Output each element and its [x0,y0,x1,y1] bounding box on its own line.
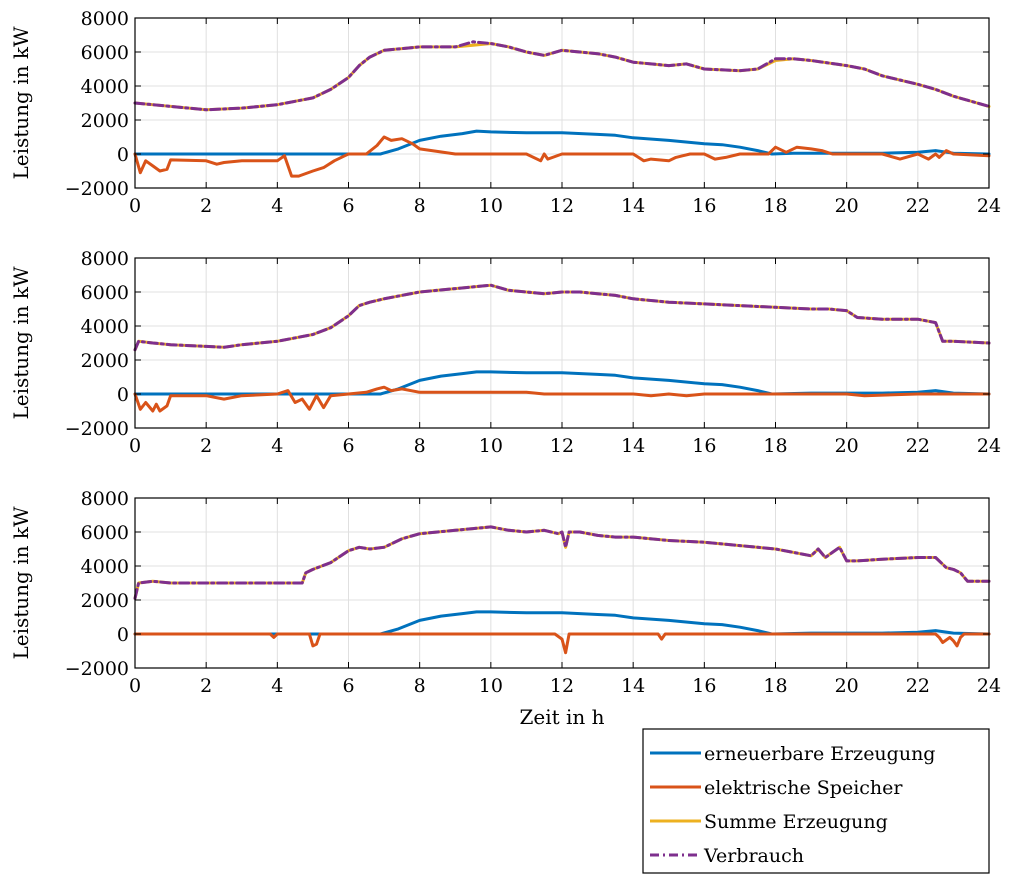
y-tick-label: 6000 [81,522,129,544]
x-tick-label: 0 [129,435,141,457]
x-tick-label: 22 [906,195,930,217]
x-tick-label: 18 [763,435,787,457]
legend-item: elektrische Speicher [650,777,903,799]
x-tick-label: 14 [621,675,645,697]
x-tick-label: 16 [692,675,716,697]
x-tick-label: 24 [977,195,1001,217]
y-tick-label: −2000 [65,418,129,440]
legend: erneuerbare Erzeugung elektrische Speiche… [642,728,990,874]
x-axis-label: Zeit in h [519,705,604,729]
x-tick-label: 10 [479,195,503,217]
x-tick-label: 24 [977,675,1001,697]
x-tick-label: 18 [763,195,787,217]
y-axis-label: Leistung in kW [9,266,33,419]
x-tick-label: 12 [550,675,574,697]
y-tick-label: −2000 [65,178,129,200]
y-tick-label: −2000 [65,658,129,680]
x-tick-label: 0 [129,675,141,697]
series-line-elektrische-speicher [133,135,991,178]
y-tick-label: 2000 [81,350,129,372]
x-tick-label: 10 [479,675,503,697]
legend-item: erneuerbare Erzeugung [650,743,935,765]
y-tick-label: 8000 [81,488,129,510]
x-tick-label: 14 [621,195,645,217]
grid [134,17,990,189]
chart-panel-1: 0 2 4 6 8 10 12 14 16 18 20 22 24−200002000400060008… [9,8,1001,217]
series-line-verbrauch [133,283,991,352]
y-tick-label: 4000 [81,556,129,578]
x-tick-label: 20 [835,195,859,217]
series-line-elektrische-speicher [133,385,991,413]
series-line-verbrauch [133,40,991,112]
series-line-erneuerbare-erzeugung [133,370,991,396]
y-tick-label: 2000 [81,110,129,132]
x-tick-label: 6 [342,675,354,697]
x-tick-label: 10 [479,435,503,457]
y-tick-label: 2000 [81,590,129,612]
x-tick-label: 8 [414,435,426,457]
chart-panel-2: 0 2 4 6 8 10 12 14 16 18 20 22 24−200002000400060008… [9,248,1001,457]
legend-label: Verbrauch [703,845,804,867]
series-group [133,525,991,655]
y-tick-label: 4000 [81,76,129,98]
y-axis-label: Leistung in kW [9,506,33,659]
x-tick-label: 22 [906,675,930,697]
series-group [133,283,991,413]
x-tick-label: 20 [835,675,859,697]
x-tick-label: 12 [550,435,574,457]
x-tick-label: 8 [414,675,426,697]
chart-panel-3: 0 2 4 6 8 10 12 14 16 18 20 22 24−200002000400060008… [9,488,1001,729]
x-tick-label: 16 [692,195,716,217]
series-line-verbrauch [133,525,991,600]
x-tick-label: 4 [271,435,283,457]
legend-item: Summe Erzeugung [650,811,888,833]
y-tick-label: 0 [117,624,129,646]
x-tick-label: 4 [271,675,283,697]
x-tick-label: 0 [129,195,141,217]
x-tick-label: 4 [271,195,283,217]
legend-label: elektrische Speicher [704,777,903,799]
legend-label: Summe Erzeugung [704,811,888,833]
x-tick-label: 12 [550,195,574,217]
x-tick-label: 18 [763,675,787,697]
x-tick-label: 2 [200,675,212,697]
x-tick-label: 22 [906,435,930,457]
y-tick-label: 6000 [81,282,129,304]
series-group [133,40,991,178]
x-tick-label: 20 [835,435,859,457]
y-tick-label: 6000 [81,42,129,64]
series-line-elektrische-speicher [133,632,991,655]
y-tick-label: 0 [117,144,129,166]
y-tick-label: 8000 [81,8,129,30]
y-axis-label: Leistung in kW [9,26,33,179]
y-tick-label: 8000 [81,248,129,270]
x-tick-label: 14 [621,435,645,457]
y-tick-label: 0 [117,384,129,406]
x-tick-label: 6 [342,435,354,457]
x-tick-label: 24 [977,435,1001,457]
x-tick-label: 16 [692,435,716,457]
x-tick-label: 8 [414,195,426,217]
x-tick-label: 2 [200,195,212,217]
chart-panels: 0 2 4 6 8 10 12 14 16 18 20 22 24−200002000400060008… [9,8,1001,729]
legend-item: Verbrauch [650,845,804,867]
x-tick-label: 6 [342,195,354,217]
y-tick-label: 4000 [81,316,129,338]
legend-label: erneuerbare Erzeugung [704,743,935,765]
x-tick-label: 2 [200,435,212,457]
